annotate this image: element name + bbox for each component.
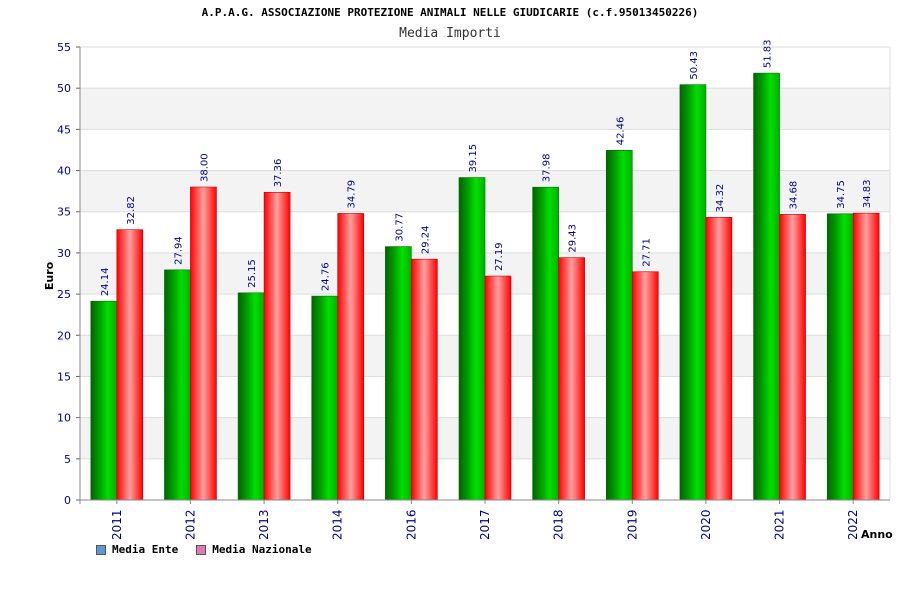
x-axis-label: Anno	[861, 528, 893, 541]
legend-label-media-ente: Media Ente	[112, 543, 179, 556]
value-label: 39.15	[468, 144, 479, 173]
bar-media-ente-2022	[826, 213, 854, 501]
chart-subtitle: Media Importi	[399, 26, 501, 41]
y-tick-label: 30	[57, 247, 71, 260]
bar-media-nazionale-2014	[337, 213, 365, 501]
y-axis-label: Euro	[43, 261, 56, 290]
legend-swatch-media-nazionale	[196, 544, 207, 555]
legend-label-media-nazionale: Media Nazionale	[212, 543, 312, 556]
value-label: 32.82	[126, 196, 137, 225]
value-label: 29.24	[420, 226, 431, 255]
y-tick-label: 25	[57, 288, 71, 301]
bar-media-nazionale-2022	[852, 212, 880, 501]
value-label: 34.32	[715, 184, 726, 213]
chart-title: A.P.A.G. ASSOCIAZIONE PROTEZIONE ANIMALI…	[202, 6, 699, 19]
x-tick-label: 2020	[699, 509, 713, 540]
bar-media-nazionale-2019	[631, 271, 659, 501]
bar-media-ente-2017	[458, 177, 486, 501]
value-label: 50.43	[689, 51, 700, 80]
bar-media-ente-2012	[164, 269, 191, 501]
bar-media-nazionale-2018	[558, 257, 585, 501]
y-tick-label: 40	[57, 165, 71, 178]
x-tick-label: 2019	[625, 509, 639, 540]
legend: Media Ente Media Nazionale	[96, 543, 312, 556]
y-tick-label: 55	[57, 41, 71, 54]
bar-media-nazionale-2017	[484, 275, 512, 501]
y-tick-label: 45	[57, 123, 71, 136]
bar-media-ente-2020	[679, 84, 707, 501]
value-label: 34.79	[347, 180, 358, 209]
axes: 0 5 10 15 20 25 30 35 40 45 50 55 2011 2012 2013 2014 20…	[57, 41, 890, 540]
value-label: 42.46	[615, 117, 626, 146]
bar-media-ente-2013	[237, 292, 265, 501]
value-label: 34.75	[836, 180, 847, 209]
bar-media-nazionale-2011	[116, 229, 144, 501]
value-label: 29.43	[568, 224, 579, 253]
bar-media-nazionale-2020	[705, 217, 733, 501]
legend-item-media-nazionale: Media Nazionale	[196, 543, 312, 556]
value-label: 37.36	[273, 159, 284, 188]
bar-media-ente-2019	[605, 149, 633, 501]
x-tick-label: 2014	[331, 509, 345, 540]
value-label: 27.94	[173, 236, 184, 265]
y-tick-label: 35	[57, 206, 71, 219]
value-label: 24.14	[100, 268, 111, 297]
y-tick-label: 15	[57, 370, 71, 383]
bar-media-nazionale-2012	[190, 186, 217, 501]
legend-item-media-ente: Media Ente	[96, 543, 178, 556]
y-tick-label: 0	[64, 494, 71, 507]
value-label: 38.00	[199, 153, 210, 182]
y-tick-label: 10	[57, 412, 71, 425]
bar-media-ente-2018	[532, 186, 559, 501]
value-label: 37.98	[542, 154, 553, 183]
x-tick-label: 2018	[552, 509, 566, 540]
y-tick-label: 20	[57, 329, 71, 342]
x-tick-label: 2011	[110, 509, 124, 540]
x-tick-label: 2022	[846, 509, 860, 540]
x-tick-label: 2021	[773, 509, 787, 540]
bar-media-nazionale-2013	[263, 191, 291, 501]
value-labels: 24.14 32.82 27.94 38.00 25.15 37.36 24.76 34.79…	[100, 39, 873, 296]
x-tick-label: 2017	[478, 509, 492, 540]
y-tick-label: 50	[57, 82, 71, 95]
bar-media-nazionale-2021	[779, 214, 806, 501]
value-label: 51.83	[763, 39, 774, 68]
bars	[90, 72, 880, 501]
x-tick-label: 2013	[257, 509, 271, 540]
y-tick-label: 5	[64, 453, 71, 466]
value-label: 24.76	[321, 262, 332, 291]
legend-swatch-media-ente	[96, 544, 106, 555]
value-label: 27.19	[494, 242, 505, 271]
x-tick-label: 2016	[404, 509, 418, 540]
value-label: 34.83	[862, 179, 873, 208]
value-label: 25.15	[247, 259, 258, 288]
bar-media-ente-2016	[385, 246, 412, 501]
bar-media-ente-2021	[753, 72, 780, 501]
value-label: 34.68	[789, 181, 800, 210]
bar-media-nazionale-2016	[411, 258, 438, 501]
x-tick-label: 2012	[183, 509, 197, 540]
value-label: 27.71	[641, 238, 652, 267]
value-label: 30.77	[394, 213, 405, 242]
bar-media-ente-2014	[311, 295, 339, 501]
bar-media-ente-2011	[90, 300, 118, 501]
